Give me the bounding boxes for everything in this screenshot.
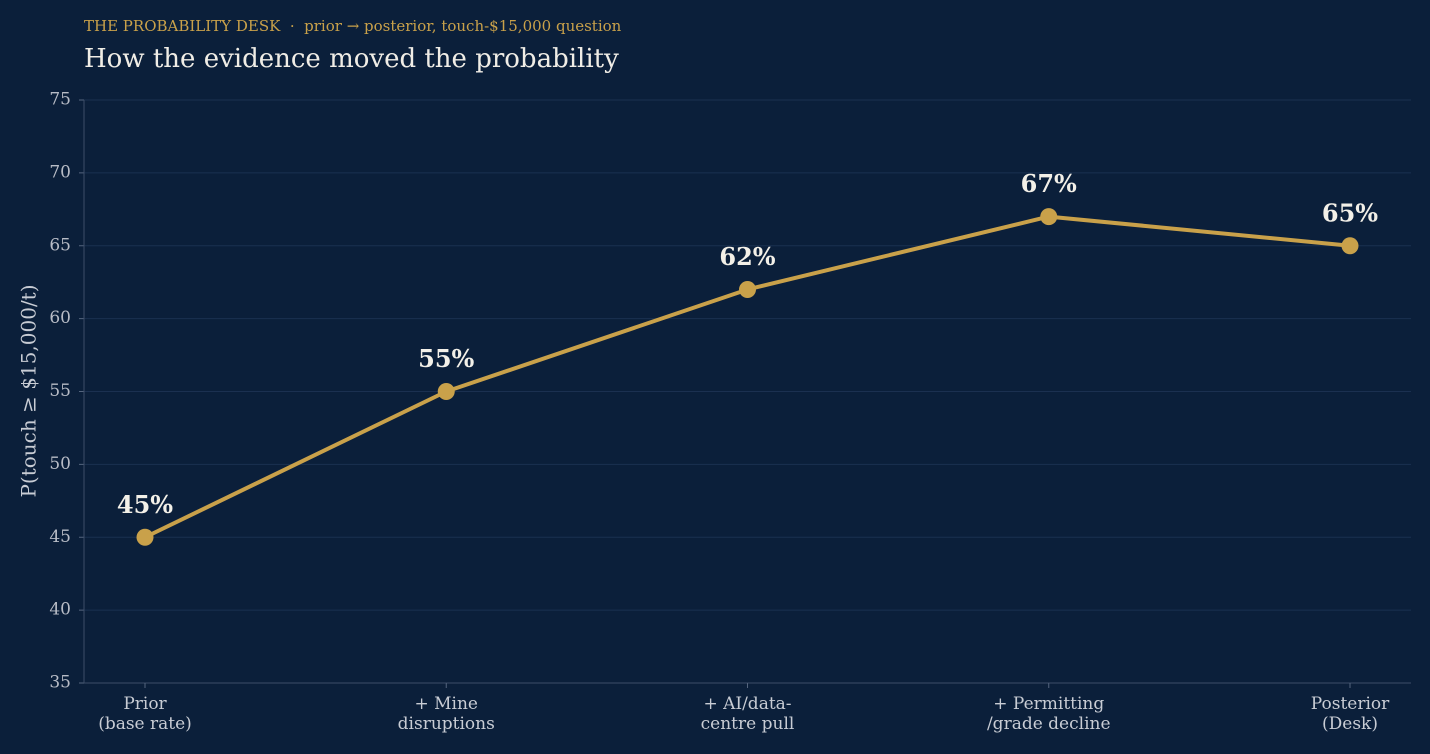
y-tick-label: 55	[49, 381, 71, 401]
chart-subtitle: THE PROBABILITY DESK · prior → posterior…	[84, 17, 622, 35]
data-label: 62%	[719, 242, 775, 271]
data-point	[136, 528, 154, 546]
data-label: 55%	[418, 344, 474, 373]
y-tick-label: 60	[49, 308, 71, 328]
data-point	[1341, 237, 1359, 255]
x-tick-label: + Permitting/grade decline	[987, 694, 1111, 734]
data-point	[739, 280, 756, 298]
y-tick-label: 65	[49, 235, 71, 255]
x-tick-label: + Mine disruptions	[398, 694, 495, 734]
data-point	[1040, 208, 1058, 226]
chart-title: How the evidence moved the probability	[84, 44, 619, 74]
y-tick-label: 35	[49, 673, 71, 693]
y-tick-label: 45	[49, 527, 71, 547]
data-label: 65%	[1322, 198, 1378, 227]
data-label: 45%	[117, 490, 173, 519]
x-tick-label: + AI/data-centre pull	[701, 694, 795, 734]
y-tick-label: 40	[49, 600, 71, 620]
x-tick-label: Prior (base rate)	[98, 694, 192, 734]
y-tick-label: 70	[49, 162, 71, 182]
x-tick-label: Posterior (Desk)	[1311, 694, 1390, 734]
y-tick-label: 75	[49, 90, 71, 110]
data-label: 67%	[1021, 169, 1077, 198]
y-tick-label: 50	[49, 454, 71, 474]
y-axis-label: P(touch ≥ $15,000/t)	[17, 284, 41, 497]
data-point	[437, 383, 455, 400]
